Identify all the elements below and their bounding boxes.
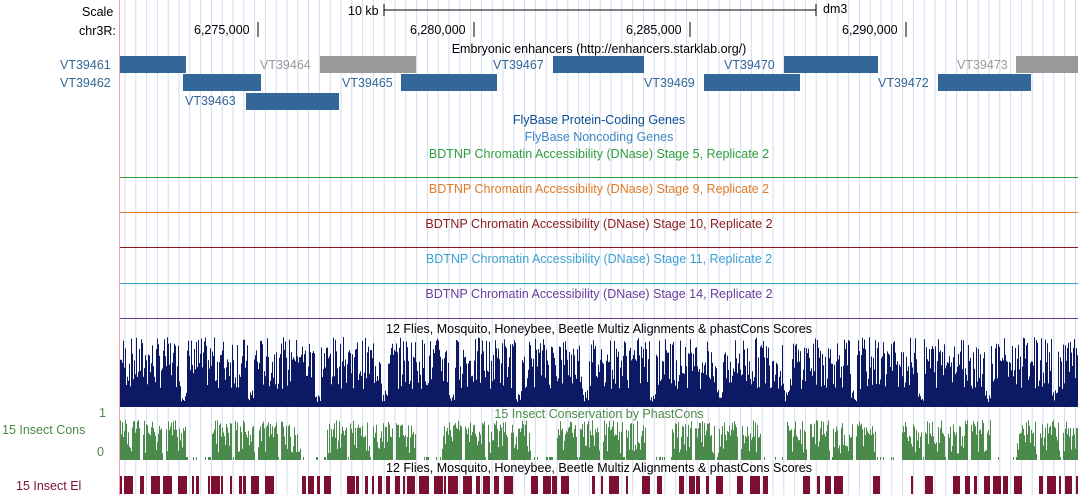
dnase-stage9-signal[interactable] bbox=[120, 212, 1078, 213]
enhancer-feature[interactable] bbox=[183, 74, 261, 91]
enhancer-label[interactable]: VT39461 bbox=[60, 58, 111, 72]
noncoding-genes-title[interactable]: FlyBase Noncoding Genes bbox=[524, 130, 674, 144]
y-axis-min: 0 bbox=[97, 445, 104, 459]
position-label: 6,290,000 bbox=[842, 23, 898, 37]
y-axis-max: 1 bbox=[99, 406, 106, 420]
chrom-label: chr3R: bbox=[79, 24, 116, 38]
enhancer-label[interactable]: VT39473 bbox=[957, 58, 1008, 72]
position-label: 6,280,000 bbox=[410, 23, 466, 37]
multiz-track-title-2[interactable]: 12 Flies, Mosquito, Honeybee, Beetle Mul… bbox=[386, 461, 812, 475]
position-label: 6,275,000 bbox=[194, 23, 250, 37]
enhancers-track-title[interactable]: Embryonic enhancers (http://enhancers.st… bbox=[451, 42, 747, 56]
dnase-stage5-title[interactable]: BDTNP Chromatin Accessibility (DNase) St… bbox=[428, 147, 770, 161]
dnase-stage5-signal[interactable] bbox=[120, 177, 1078, 178]
enhancer-feature[interactable] bbox=[1016, 56, 1078, 73]
insect-cons-wiggle[interactable] bbox=[120, 420, 1078, 460]
enhancer-label[interactable]: VT39463 bbox=[185, 94, 236, 108]
dnase-stage10-signal[interactable] bbox=[120, 247, 1078, 248]
dnase-stage11-signal[interactable] bbox=[120, 283, 1078, 284]
insect-cons-side-label[interactable]: 15 Insect Cons bbox=[2, 423, 86, 437]
enhancer-feature[interactable] bbox=[401, 74, 497, 91]
scale-bar-label: 10 kb bbox=[348, 4, 379, 18]
dnase-stage11-title[interactable]: BDTNP Chromatin Accessibility (DNase) St… bbox=[425, 252, 773, 266]
enhancer-label[interactable]: VT39465 bbox=[342, 76, 393, 90]
enhancer-feature[interactable] bbox=[784, 56, 878, 73]
enhancer-label[interactable]: VT39467 bbox=[493, 58, 544, 72]
dnase-stage9-title[interactable]: BDTNP Chromatin Accessibility (DNase) St… bbox=[428, 182, 770, 196]
position-label: 6,285,000 bbox=[626, 23, 682, 37]
enhancer-label[interactable]: VT39470 bbox=[724, 58, 775, 72]
multiz-track-title[interactable]: 12 Flies, Mosquito, Honeybee, Beetle Mul… bbox=[386, 322, 812, 336]
enhancer-label[interactable]: VT39469 bbox=[644, 76, 695, 90]
enhancer-label[interactable]: VT39462 bbox=[60, 76, 111, 90]
multiz-phastcons-wiggle[interactable] bbox=[120, 337, 1078, 407]
insect-cons-track-title[interactable]: 15 Insect Conservation by PhastCons bbox=[494, 407, 704, 421]
enhancer-feature[interactable] bbox=[704, 74, 800, 91]
insect-elements-blocks[interactable] bbox=[120, 476, 1078, 494]
enhancer-label[interactable]: VT39472 bbox=[878, 76, 929, 90]
enhancer-feature[interactable] bbox=[320, 56, 416, 73]
enhancer-label[interactable]: VT39464 bbox=[260, 58, 311, 72]
insect-elements-side-label[interactable]: 15 Insect El bbox=[16, 479, 82, 493]
protein-coding-genes-title[interactable]: FlyBase Protein-Coding Genes bbox=[512, 113, 686, 127]
scale-label: Scale bbox=[82, 5, 114, 19]
enhancer-feature[interactable] bbox=[938, 74, 1031, 91]
assembly-label: dm3 bbox=[823, 2, 848, 16]
enhancer-feature[interactable] bbox=[246, 93, 339, 110]
enhancer-feature[interactable] bbox=[120, 56, 186, 73]
dnase-stage14-title[interactable]: BDTNP Chromatin Accessibility (DNase) St… bbox=[425, 287, 773, 301]
dnase-stage14-signal[interactable] bbox=[120, 318, 1078, 319]
dnase-stage10-title[interactable]: BDTNP Chromatin Accessibility (DNase) St… bbox=[425, 217, 773, 231]
enhancer-feature[interactable] bbox=[553, 56, 644, 73]
